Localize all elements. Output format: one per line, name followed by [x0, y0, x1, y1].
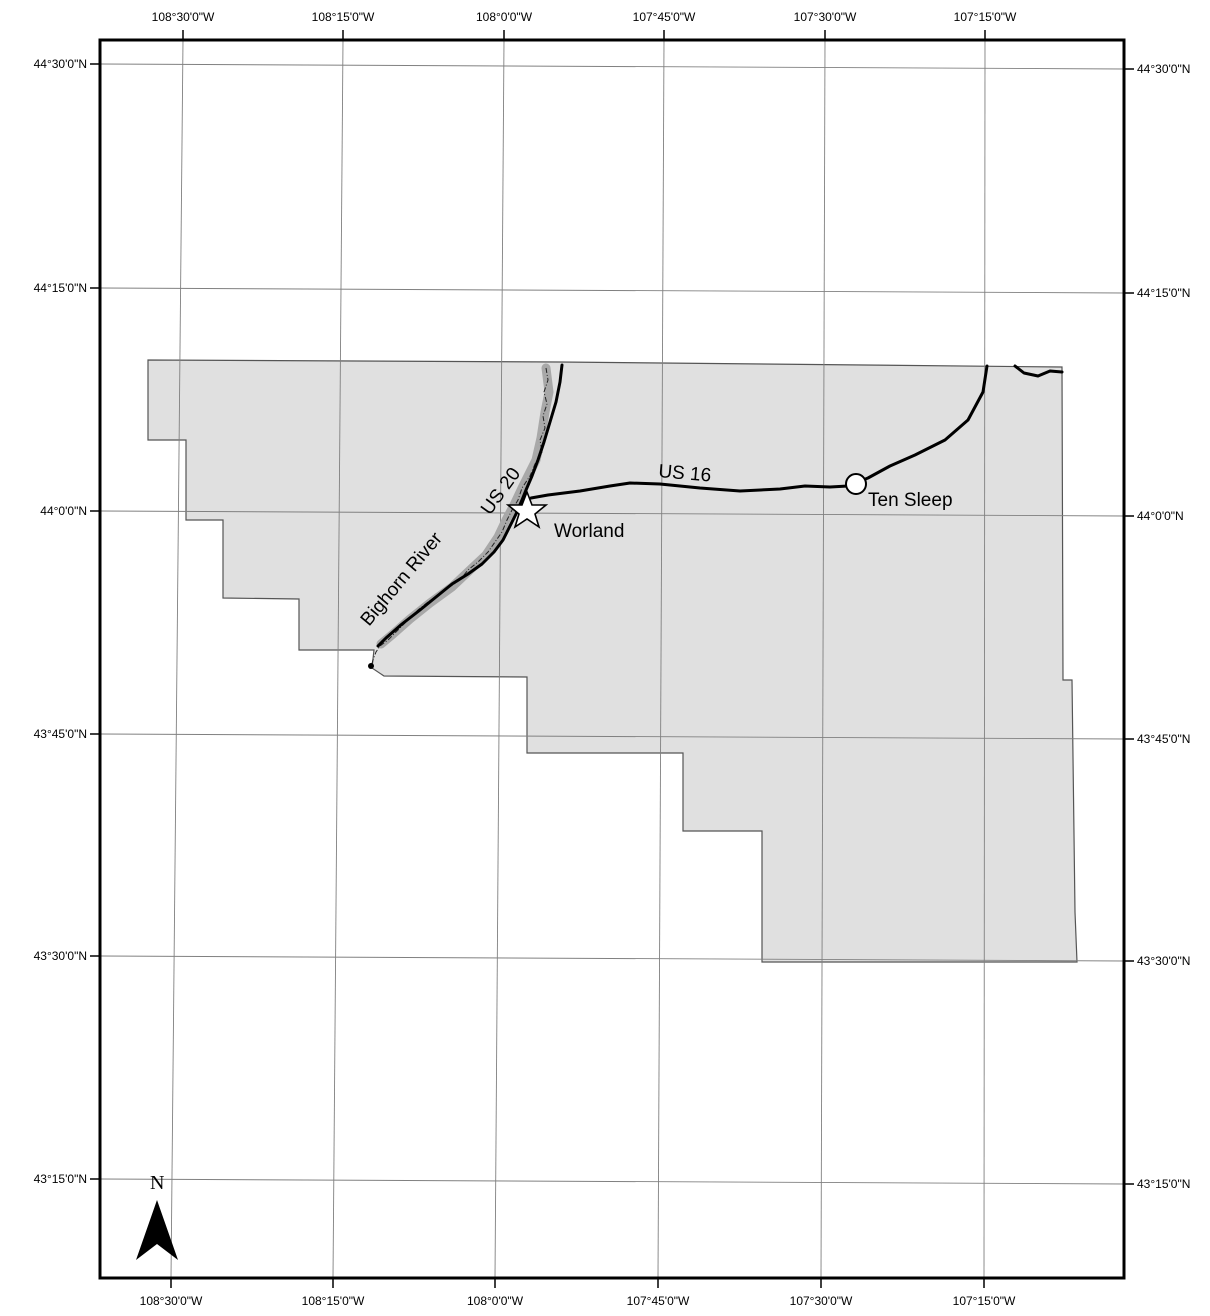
right-lat-label: 43°45'0"N — [1137, 732, 1190, 746]
bottom-lon-label: 108°0'0"W — [467, 1294, 524, 1308]
tick-marks — [90, 30, 1134, 1288]
top-lon-label: 107°15'0"W — [954, 10, 1017, 24]
road-us-16 — [529, 364, 989, 500]
road-us-20 — [376, 363, 564, 648]
graticule — [99, 39, 1125, 1279]
top-lon-label: 107°30'0"W — [794, 10, 857, 24]
worland-label: Worland — [554, 521, 624, 542]
bottom-lon-label: 107°30'0"W — [790, 1294, 853, 1308]
bighorn-river — [370, 367, 549, 668]
bottom-lon-label: 107°45'0"W — [627, 1294, 690, 1308]
top-lon-label: 108°0'0"W — [476, 10, 533, 24]
left-lat-label: 43°45'0"N — [34, 727, 87, 741]
north-label: N — [150, 1172, 164, 1194]
left-latitude-labels: 44°30'0"N 44°15'0"N 44°0'0"N 43°45'0"N 4… — [34, 57, 87, 1186]
bottom-lon-label: 108°30'0"W — [140, 1294, 203, 1308]
roads — [376, 363, 1064, 648]
right-lat-label: 44°15'0"N — [1137, 286, 1190, 300]
road-ne-spur — [1013, 364, 1064, 378]
north-arrow: N — [136, 1172, 178, 1260]
bottom-longitude-labels: 108°30'0"W 108°15'0"W 108°0'0"W 107°45'0… — [140, 1294, 1016, 1308]
top-lon-label: 108°15'0"W — [312, 10, 375, 24]
map-frame — [98, 38, 1126, 1280]
north-arrow-icon — [136, 1200, 178, 1260]
left-lat-label: 44°15'0"N — [34, 281, 87, 295]
right-lat-label: 43°30'0"N — [1137, 954, 1190, 968]
left-lat-label: 44°0'0"N — [40, 504, 87, 518]
bottom-lon-label: 108°15'0"W — [302, 1294, 365, 1308]
right-lat-label: 43°15'0"N — [1137, 1177, 1190, 1191]
top-longitude-labels: 108°30'0"W 108°15'0"W 108°0'0"W 107°45'0… — [152, 10, 1017, 24]
bottom-lon-label: 107°15'0"W — [953, 1294, 1016, 1308]
left-lat-label: 43°30'0"N — [34, 949, 87, 963]
county-polygon — [147, 359, 1078, 963]
left-lat-label: 44°30'0"N — [34, 57, 87, 71]
ten-sleep-circle-icon — [845, 473, 867, 495]
ten-sleep-label: Ten Sleep — [868, 490, 953, 511]
worland-star-icon — [505, 489, 549, 529]
right-lat-label: 44°30'0"N — [1137, 62, 1190, 76]
left-lat-label: 43°15'0"N — [34, 1172, 87, 1186]
river-point — [368, 663, 374, 669]
top-lon-label: 107°45'0"W — [633, 10, 696, 24]
us-16-label: US 16 — [658, 461, 712, 487]
top-lon-label: 108°30'0"W — [152, 10, 215, 24]
right-latitude-labels: 44°30'0"N 44°15'0"N 44°0'0"N 43°45'0"N 4… — [1137, 62, 1190, 1191]
right-lat-label: 44°0'0"N — [1137, 509, 1184, 523]
